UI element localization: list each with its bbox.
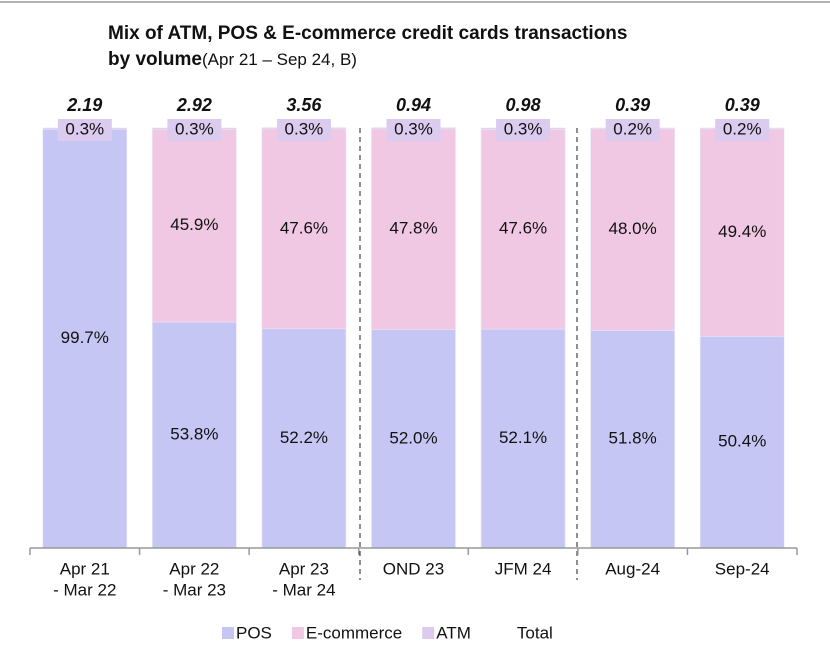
chart-subtitle: (Apr 21 – Sep 24, B) [202, 50, 357, 69]
legend-swatch [291, 627, 304, 639]
legend-label: E-commerce [306, 623, 402, 642]
bar-segment [152, 128, 237, 323]
label-background [605, 119, 660, 141]
legend-label: ATM [436, 623, 471, 642]
total-label: 0.94 [396, 95, 431, 115]
data-label: 52.0% [389, 428, 437, 447]
bar-segment [590, 330, 675, 549]
label-background [386, 119, 441, 141]
label-background [496, 119, 551, 141]
bar-segment [261, 128, 347, 330]
label-background [715, 119, 770, 141]
data-label: 50.4% [718, 432, 766, 451]
total-label: 2.92 [176, 95, 212, 115]
bar-segment [42, 128, 128, 549]
x-tick-label: Apr 22 [169, 559, 219, 578]
data-label: 51.8% [609, 429, 657, 448]
total-label: 3.56 [286, 95, 322, 115]
data-label: 0.2% [723, 119, 762, 138]
chart-title: by volume [108, 49, 202, 70]
chart-title: Mix of ATM, POS & E-commerce credit card… [108, 23, 627, 44]
data-label: 0.3% [394, 119, 433, 138]
data-label: 49.4% [718, 222, 766, 241]
legend-swatch [222, 627, 234, 639]
bar-segment [590, 128, 675, 331]
data-label: 47.6% [280, 218, 328, 237]
x-tick-label: Apr 21 [60, 559, 110, 578]
chart-title: by volume(Apr 21 – Sep 24, B) [108, 49, 357, 70]
x-tick-label: - Mar 23 [163, 580, 226, 599]
total-label: 0.98 [506, 95, 541, 115]
x-tick-label: OND 23 [383, 559, 444, 578]
bar-segment [261, 328, 347, 549]
bar-segment [480, 128, 566, 330]
legend-swatch [422, 627, 435, 639]
total-label: 2.19 [66, 95, 102, 115]
data-label: 52.2% [280, 428, 328, 447]
x-tick-label: - Mar 22 [53, 580, 116, 599]
legend-label: POS [236, 623, 272, 642]
label-background [167, 119, 222, 141]
bar-segment [699, 128, 785, 337]
data-label: 48.0% [609, 219, 657, 238]
total-label: 0.39 [615, 95, 650, 115]
bar-segment [699, 336, 785, 549]
legend-label: Total [517, 623, 553, 642]
label-background [57, 119, 112, 141]
x-tick-label: - Mar 24 [272, 580, 335, 599]
label-background [276, 119, 331, 141]
data-label: 0.2% [613, 119, 652, 138]
data-label: 0.3% [175, 119, 214, 138]
data-label: 47.6% [499, 219, 547, 238]
total-label: 0.39 [725, 95, 760, 115]
data-label: 47.8% [389, 219, 437, 238]
x-tick-label: JFM 24 [495, 559, 552, 578]
data-label: 0.3% [65, 119, 104, 138]
bar-segment [371, 128, 456, 330]
x-tick-label: Apr 23 [279, 559, 329, 578]
data-label: 53.8% [170, 425, 218, 444]
bar-segment [480, 328, 566, 549]
x-tick-label: Aug-24 [605, 559, 660, 578]
data-label: 0.3% [285, 119, 324, 138]
x-tick-label: Sep-24 [715, 559, 770, 578]
data-label: 0.3% [504, 119, 543, 138]
data-label: 52.1% [499, 428, 547, 447]
data-label: 45.9% [170, 215, 218, 234]
data-label: 99.7% [61, 328, 109, 347]
